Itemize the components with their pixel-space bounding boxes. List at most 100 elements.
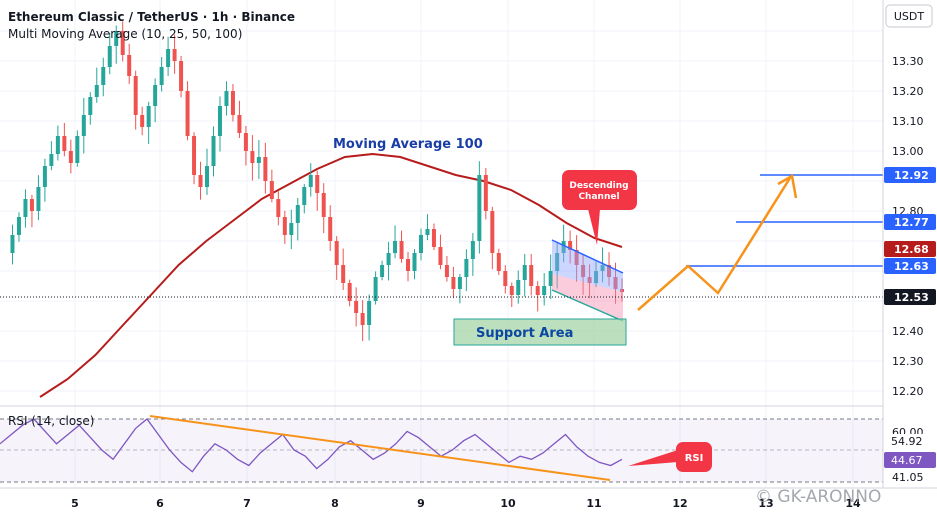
candle-body (425, 229, 430, 235)
candle-body (367, 301, 372, 325)
date-tick: 9 (417, 497, 425, 510)
time-axis[interactable]: 5 6 7 8 9 10 11 12 13 14 (71, 497, 861, 510)
candle-body (29, 199, 34, 211)
candle-body (198, 175, 203, 187)
candle-body (477, 175, 482, 241)
candle-body (360, 313, 365, 325)
candle-body (438, 247, 443, 265)
candle-body (133, 76, 138, 115)
candle-body (224, 91, 229, 106)
candle-body (243, 133, 248, 151)
candle-body (315, 175, 320, 193)
ma100-label: Moving Average 100 (333, 137, 483, 152)
candle-body (587, 277, 592, 283)
candle-body (49, 154, 54, 166)
currency-button[interactable]: USDT (885, 4, 933, 28)
ma100-path (39, 152, 623, 398)
candle-body (334, 241, 339, 265)
indicator-label: Multi Moving Average (10, 25, 50, 100) (8, 27, 242, 41)
candle-body (444, 265, 449, 277)
candle-body (399, 241, 404, 259)
price-badge-label: 12.53 (894, 291, 929, 304)
price-badge-label: 12.68 (894, 243, 929, 256)
rsi-value-1: 54.92 (891, 435, 923, 448)
candle-body (328, 217, 333, 241)
price-tick: 12.30 (892, 355, 924, 368)
candle-body (509, 286, 514, 295)
candle-body (42, 166, 47, 187)
candle-body (542, 286, 547, 295)
candle-body (16, 217, 21, 235)
candle-body (81, 115, 86, 136)
rsi-value-2: 44.67 (891, 454, 923, 467)
candle-body (120, 31, 125, 55)
candle-body (192, 136, 197, 175)
candle-body (418, 235, 423, 253)
date-tick: 6 (156, 497, 164, 510)
projection-arrowhead (777, 174, 798, 199)
candle-body (153, 85, 158, 106)
rsi-badge-label: RSI (685, 453, 704, 464)
descending-channel-badge: Descending Channel (562, 170, 637, 245)
candle-body (522, 265, 527, 280)
candle-body (516, 280, 521, 295)
candle-body (36, 187, 41, 211)
price-tick: 13.10 (892, 115, 924, 128)
candle-body (302, 187, 307, 205)
candle-body (127, 55, 132, 76)
ma100-label-box (332, 135, 464, 152)
date-tick: 11 (586, 497, 601, 510)
candle-body (380, 265, 385, 277)
candle-body (68, 151, 73, 163)
candle-body (529, 265, 534, 286)
candle-body (166, 49, 171, 67)
channel-upper-line (551, 239, 624, 274)
candle-body (250, 151, 255, 163)
candle-body (217, 106, 222, 136)
candle-body (10, 235, 15, 253)
candle-body (347, 283, 352, 301)
candle-body (62, 136, 67, 151)
price-tick: 13.20 (892, 85, 924, 98)
rsi-path (0, 418, 623, 473)
candle-body (256, 157, 261, 163)
rsi-value-badge-1: 54.92 (884, 434, 936, 449)
price-badge-label: 12.92 (894, 169, 929, 182)
price-badge (884, 167, 936, 183)
date-tick: 12 (672, 497, 687, 510)
rsi-title: RSI (14, close) (8, 414, 94, 428)
candle-body (75, 136, 80, 163)
candle-body (230, 91, 235, 115)
descending-label-2: Channel (578, 192, 619, 202)
candle-body (107, 46, 112, 67)
rsi-line (0, 418, 623, 473)
ma100-line (39, 152, 623, 398)
candle-body (600, 265, 605, 271)
price-tick: 12.20 (892, 385, 924, 398)
candle-body (205, 166, 210, 187)
candle-body (594, 271, 599, 283)
channel-lower-line (551, 289, 624, 322)
date-tick: 13 (758, 497, 773, 510)
candle-body (490, 211, 495, 253)
date-tick: 5 (71, 497, 79, 510)
candle-body (269, 181, 274, 199)
candle-body (341, 265, 346, 283)
candle-body (23, 199, 28, 217)
support-area (453, 318, 627, 346)
candle-body (172, 49, 177, 61)
candle-body (211, 136, 216, 166)
date-tick: 10 (500, 497, 516, 510)
candle-body (146, 106, 151, 127)
candle-body (607, 265, 612, 277)
price-badge-label: 12.77 (894, 216, 929, 229)
candle-body (373, 277, 378, 301)
currency-label: USDT (894, 10, 925, 23)
candle-body (555, 253, 560, 271)
price-badge (884, 214, 936, 230)
candle-body (451, 277, 456, 289)
candle-body (470, 241, 475, 259)
candle-body (354, 301, 359, 313)
